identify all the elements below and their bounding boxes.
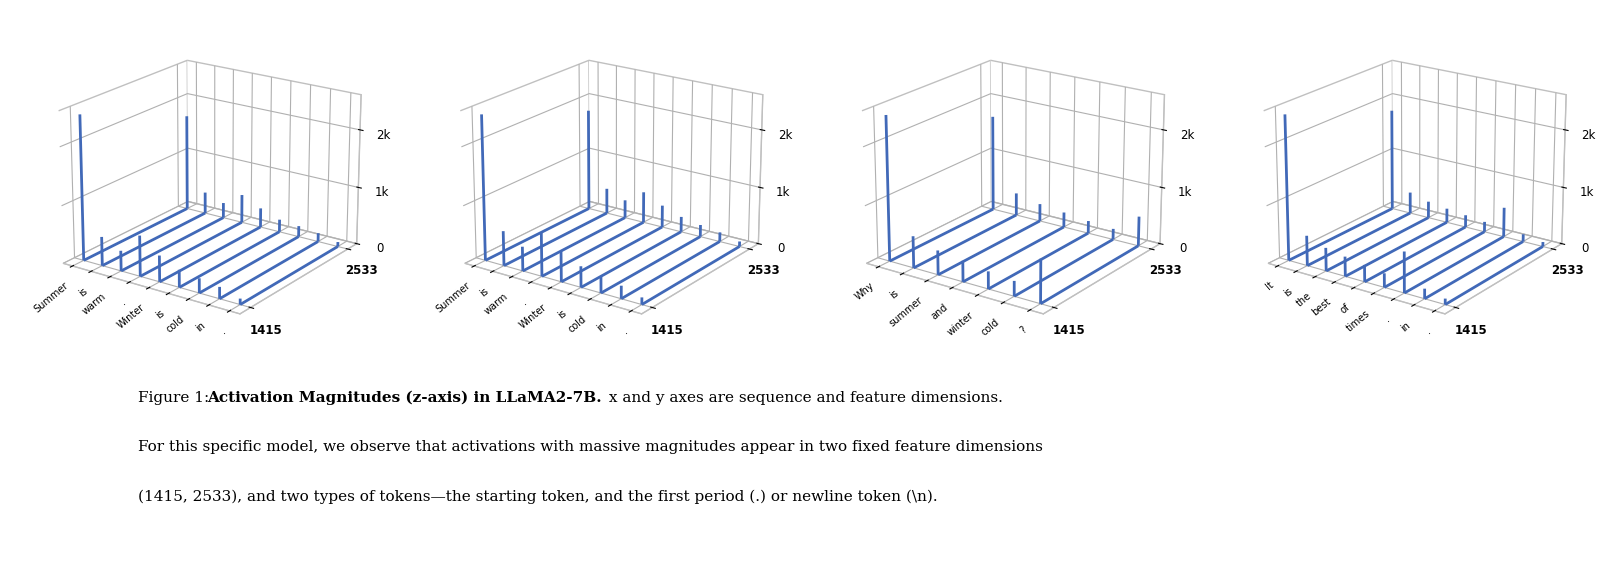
Text: Figure 1:: Figure 1: bbox=[138, 391, 214, 405]
Text: Activation Magnitudes (z-axis) in LLaMA2-7B.: Activation Magnitudes (z-axis) in LLaMA2… bbox=[207, 391, 603, 405]
Text: For this specific model, we observe that activations with massive magnitudes app: For this specific model, we observe that… bbox=[138, 440, 1043, 454]
Text: (1415, 2533), and two types of tokens—the starting token, and the first period (: (1415, 2533), and two types of tokens—th… bbox=[138, 490, 938, 504]
Text: x and y axes are sequence and feature dimensions.: x and y axes are sequence and feature di… bbox=[604, 391, 1003, 405]
